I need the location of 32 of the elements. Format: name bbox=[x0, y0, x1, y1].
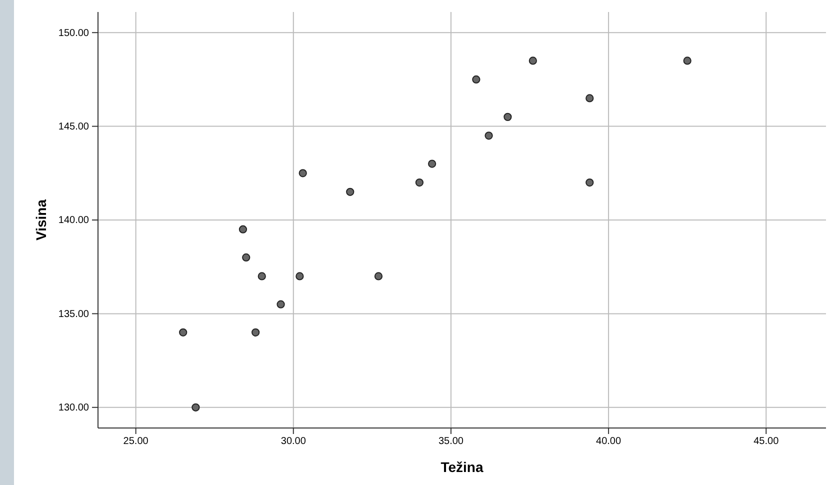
point bbox=[504, 112, 512, 121]
point bbox=[238, 225, 248, 234]
point bbox=[374, 272, 383, 280]
point bbox=[252, 328, 260, 336]
y-tick-label: 145.00 bbox=[58, 122, 90, 133]
point bbox=[346, 188, 354, 196]
point bbox=[276, 300, 285, 308]
point bbox=[415, 178, 424, 187]
point bbox=[683, 56, 692, 65]
point bbox=[258, 272, 266, 280]
y-tick-label: 130.00 bbox=[58, 402, 90, 414]
y-axis-title: Visina bbox=[33, 199, 49, 240]
x-axis-title: Težina bbox=[440, 459, 484, 475]
y-tick-label: 140.00 bbox=[58, 215, 90, 226]
y-tick-label: 150.00 bbox=[58, 28, 90, 39]
x-tick-label: 45.00 bbox=[754, 436, 780, 448]
point bbox=[586, 178, 594, 187]
x-tick-label: 40.00 bbox=[596, 436, 622, 448]
x-tick-label: 25.00 bbox=[123, 436, 149, 448]
point bbox=[192, 403, 200, 412]
y-tick-label: 135.00 bbox=[58, 308, 90, 320]
point bbox=[484, 132, 493, 140]
x-tick-label: 30.00 bbox=[280, 436, 306, 448]
point bbox=[428, 160, 436, 168]
point bbox=[586, 94, 594, 102]
point bbox=[298, 169, 307, 178]
point bbox=[528, 56, 537, 65]
point bbox=[296, 272, 304, 280]
x-tick-label: 35.00 bbox=[438, 436, 464, 448]
point bbox=[242, 253, 250, 262]
point bbox=[472, 75, 480, 84]
point bbox=[179, 328, 188, 336]
